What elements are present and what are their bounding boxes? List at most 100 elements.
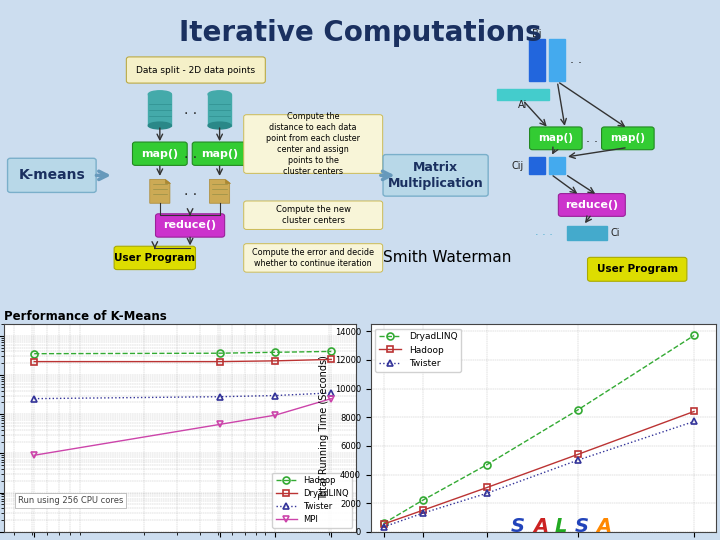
Line: Hadoop: Hadoop: [380, 408, 698, 528]
Hadoop: [690, 408, 698, 415]
Polygon shape: [210, 179, 230, 203]
MPI: [30, 452, 39, 458]
Text: map(): map(): [539, 133, 573, 143]
Text: Bj: Bj: [532, 29, 542, 39]
MPI: [215, 421, 224, 428]
DryadLINQ: [327, 356, 336, 363]
Hadoop: [573, 451, 582, 458]
Text: . .: . .: [184, 184, 197, 198]
Twister: [573, 457, 582, 463]
Text: S: S: [511, 517, 525, 536]
Line: Twister: Twister: [31, 389, 335, 402]
Ellipse shape: [208, 91, 231, 98]
Legend: DryadLINQ, Hadoop, Twister: DryadLINQ, Hadoop, Twister: [375, 328, 461, 372]
Text: Smith Waterman: Smith Waterman: [383, 251, 511, 266]
Text: reduce(): reduce(): [565, 200, 618, 210]
FancyBboxPatch shape: [383, 154, 488, 196]
Hadoop: [418, 507, 427, 514]
Text: Compute the new
cluster centers: Compute the new cluster centers: [276, 205, 351, 225]
Text: Iterative Computations: Iterative Computations: [179, 19, 541, 47]
Bar: [497, 89, 549, 100]
Line: DryadLINQ: DryadLINQ: [380, 332, 698, 526]
Line: MPI: MPI: [31, 395, 335, 458]
MPI: [271, 412, 280, 418]
Text: Matrix
Multiplication: Matrix Multiplication: [388, 161, 483, 190]
Text: Compute the error and decide
whether to continue iteration: Compute the error and decide whether to …: [252, 248, 374, 268]
FancyBboxPatch shape: [243, 244, 383, 272]
Text: map(): map(): [201, 148, 238, 159]
Legend: Hadoop, DryadLINQ, Twister, MPI: Hadoop, DryadLINQ, Twister, MPI: [272, 472, 352, 528]
Twister: [483, 490, 492, 496]
DryadLINQ: [418, 497, 427, 504]
Text: K-means: K-means: [19, 168, 85, 183]
MPI: [327, 395, 336, 402]
Text: Ci: Ci: [611, 228, 620, 238]
Text: Performance of K-Means: Performance of K-Means: [4, 310, 166, 323]
Ellipse shape: [148, 91, 171, 98]
Text: . .: . .: [184, 147, 197, 161]
FancyBboxPatch shape: [588, 258, 687, 281]
FancyBboxPatch shape: [156, 214, 225, 237]
Text: . .: . .: [184, 103, 197, 117]
DryadLINQ: [690, 332, 698, 339]
Line: DryadLINQ: DryadLINQ: [31, 356, 335, 365]
DryadLINQ: [271, 357, 280, 364]
Text: User Program: User Program: [597, 264, 678, 274]
Text: S: S: [575, 517, 588, 536]
Text: Data split - 2D data points: Data split - 2D data points: [136, 65, 256, 75]
Twister: [271, 392, 280, 399]
Hadoop: [483, 484, 492, 491]
FancyBboxPatch shape: [7, 158, 96, 192]
Twister: [379, 524, 388, 530]
Text: Cij: Cij: [512, 161, 524, 171]
Polygon shape: [225, 179, 230, 183]
Text: map(): map(): [611, 133, 645, 143]
FancyBboxPatch shape: [243, 114, 383, 173]
Text: Compute the
distance to each data
point from each cluster
center and assign
poin: Compute the distance to each data point …: [266, 112, 360, 176]
FancyBboxPatch shape: [243, 201, 383, 230]
DryadLINQ: [483, 461, 492, 468]
DryadLINQ: [215, 359, 224, 365]
Hadoop: [379, 521, 388, 527]
Text: User Program: User Program: [114, 253, 195, 263]
FancyBboxPatch shape: [132, 142, 187, 165]
Bar: [148, 94, 171, 125]
Text: map(): map(): [141, 148, 179, 159]
Twister: [418, 510, 427, 516]
Bar: [549, 39, 565, 82]
FancyBboxPatch shape: [192, 142, 247, 165]
Hadoop: [215, 350, 224, 356]
Polygon shape: [150, 179, 170, 203]
Text: L: L: [554, 517, 567, 536]
FancyBboxPatch shape: [114, 246, 196, 269]
Twister: [30, 395, 39, 402]
Hadoop: [327, 348, 336, 355]
Bar: [549, 157, 565, 174]
Y-axis label: Total Running Time (Seconds): Total Running Time (Seconds): [319, 355, 329, 501]
Text: Ai: Ai: [518, 100, 528, 110]
FancyBboxPatch shape: [127, 57, 266, 83]
Twister: [690, 418, 698, 425]
Ellipse shape: [208, 122, 231, 129]
DryadLINQ: [30, 359, 39, 365]
Text: reduce(): reduce(): [163, 220, 217, 231]
Twister: [215, 394, 224, 400]
Text: . .: . .: [570, 53, 582, 66]
FancyBboxPatch shape: [559, 193, 625, 217]
FancyBboxPatch shape: [529, 127, 582, 150]
Hadoop: [30, 350, 39, 357]
Text: Run using 256 CPU cores: Run using 256 CPU cores: [18, 496, 123, 505]
Bar: [567, 226, 607, 240]
FancyBboxPatch shape: [602, 127, 654, 150]
Line: Twister: Twister: [380, 418, 698, 530]
DryadLINQ: [573, 407, 582, 413]
Polygon shape: [165, 179, 170, 183]
Hadoop: [271, 349, 280, 355]
Twister: [327, 390, 336, 396]
Text: A: A: [596, 517, 611, 536]
Ellipse shape: [148, 122, 171, 129]
Text: . .: . .: [586, 132, 598, 145]
DryadLINQ: [379, 520, 388, 526]
Bar: [529, 39, 545, 82]
Bar: [529, 157, 545, 174]
